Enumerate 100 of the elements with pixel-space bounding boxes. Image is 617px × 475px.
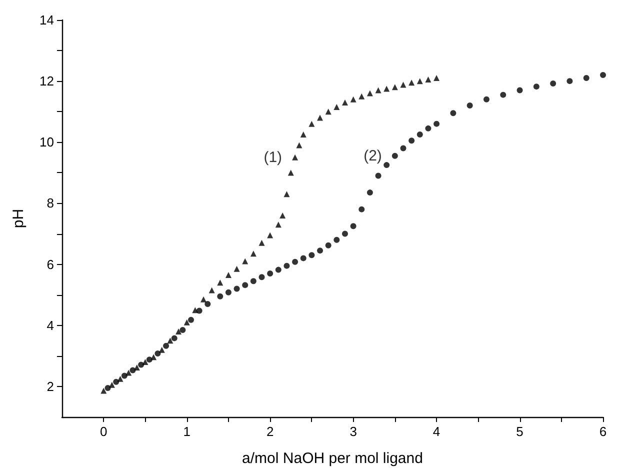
point: [566, 78, 573, 84]
point: [217, 293, 224, 300]
point: [258, 274, 265, 280]
point: [550, 80, 556, 87]
point: [104, 384, 111, 391]
point: [325, 108, 332, 115]
point: [242, 282, 248, 288]
point: [267, 270, 274, 276]
point: [450, 110, 456, 116]
point: [483, 96, 490, 102]
point: [204, 301, 211, 308]
point: [366, 90, 373, 96]
point: [267, 232, 274, 238]
point: [200, 296, 206, 302]
point: [146, 356, 152, 363]
point: [234, 266, 240, 272]
point: [400, 82, 406, 88]
point: [296, 142, 302, 148]
point: [325, 242, 332, 248]
point: [275, 266, 282, 273]
x-tick-label: 3: [350, 424, 357, 439]
y-axis-title: pH: [10, 208, 27, 228]
y-tick-label: 14: [40, 12, 54, 28]
point: [208, 287, 215, 294]
point: [375, 87, 382, 94]
point: [300, 255, 306, 262]
point: [384, 86, 390, 92]
point: [400, 145, 406, 152]
y-tick-label: 6: [46, 256, 54, 272]
point: [184, 319, 190, 326]
point: [408, 80, 415, 86]
point: [242, 258, 248, 264]
x-tick-label: 4: [432, 424, 440, 439]
point: [188, 316, 194, 323]
point: [158, 346, 165, 353]
point: [392, 84, 398, 90]
point: [434, 75, 440, 82]
point: [317, 248, 324, 254]
point: [308, 252, 315, 258]
point: [280, 212, 286, 218]
point: [416, 132, 423, 138]
point: [600, 72, 606, 78]
point: [308, 120, 315, 127]
point: [284, 262, 290, 269]
y-tick-label: 2: [46, 378, 54, 394]
point: [375, 172, 382, 179]
point: [300, 132, 306, 138]
point: [100, 388, 107, 394]
point: [425, 125, 432, 132]
point: [408, 138, 415, 144]
point: [108, 382, 115, 388]
point: [225, 272, 232, 278]
point: [358, 206, 365, 212]
point: [121, 372, 128, 379]
point: [350, 96, 356, 102]
point: [176, 328, 182, 334]
x-tick-label: 5: [516, 424, 524, 439]
point: [425, 76, 432, 83]
point: [284, 191, 290, 198]
point: [500, 92, 506, 98]
point: [466, 102, 473, 109]
y-tick-label: 12: [40, 74, 54, 89]
point: [167, 338, 174, 344]
point: [258, 240, 265, 246]
point: [350, 223, 356, 230]
y-tick-label: 4: [46, 318, 54, 333]
point: [113, 378, 120, 385]
point: [292, 258, 298, 265]
series-label: (1): [264, 148, 282, 166]
y-tick-label: 10: [40, 134, 54, 150]
point: [217, 280, 224, 286]
point: [288, 170, 294, 176]
point: [533, 84, 540, 90]
point: [583, 75, 590, 82]
x-tick-label: 2: [266, 424, 274, 439]
point: [292, 154, 298, 160]
point: [163, 342, 170, 349]
point: [171, 335, 178, 342]
series-label: (2): [364, 147, 382, 164]
point: [250, 250, 256, 257]
point: [366, 190, 373, 196]
point: [416, 78, 423, 84]
point: [154, 350, 161, 356]
point: [317, 114, 324, 121]
point: [434, 120, 440, 127]
y-tick-label: 8: [46, 196, 54, 211]
point: [196, 308, 202, 314]
x-tick-label: 0: [100, 424, 108, 439]
point: [234, 286, 240, 292]
point: [275, 222, 282, 228]
point: [334, 104, 340, 110]
point: [334, 236, 340, 243]
point: [180, 326, 186, 333]
x-tick-label: 6: [599, 424, 607, 439]
point: [130, 367, 136, 374]
point: [358, 93, 365, 100]
point: [516, 87, 523, 94]
point: [225, 289, 232, 296]
x-tick-label: 1: [183, 424, 190, 439]
point: [342, 99, 348, 106]
